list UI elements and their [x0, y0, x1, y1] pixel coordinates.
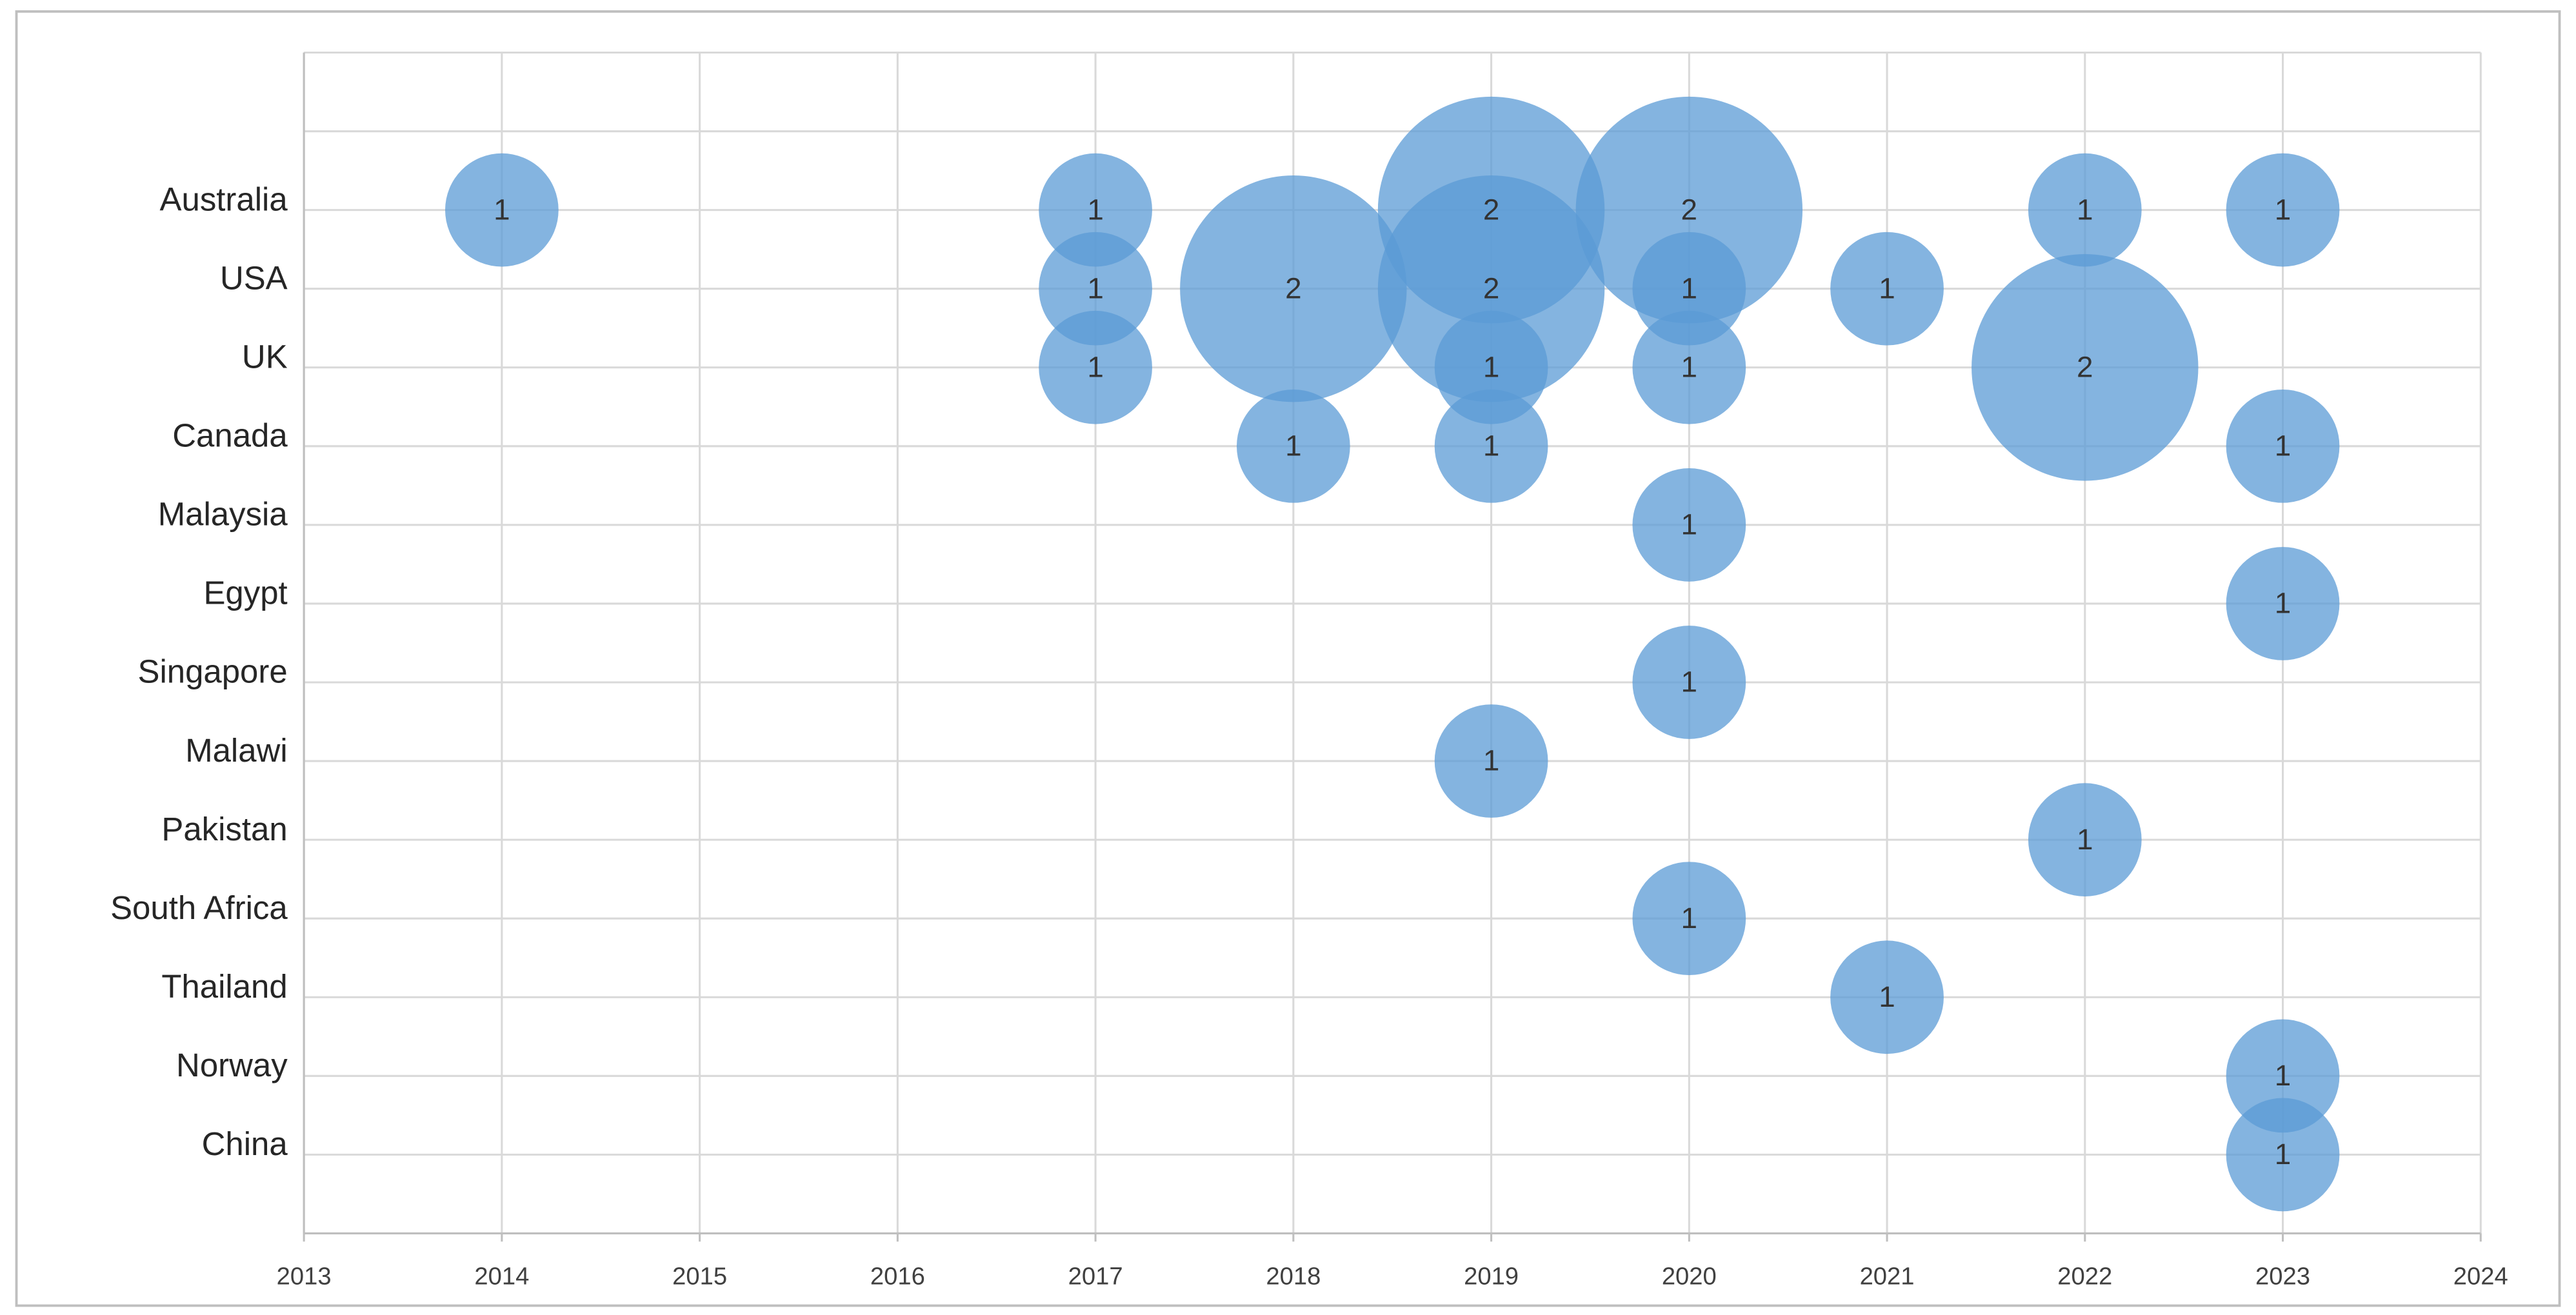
data-label: 1: [1681, 666, 1698, 698]
bubble: [1632, 310, 1746, 424]
bubble: [445, 153, 559, 267]
y-tick-label: Egypt: [203, 575, 287, 611]
y-tick-label: Canada: [172, 417, 288, 454]
x-tick-label: 2013: [277, 1262, 332, 1290]
data-label: 2: [1681, 193, 1698, 226]
x-tick-label: 2014: [474, 1262, 529, 1290]
y-tick-label: Thailand: [161, 968, 287, 1005]
bubble: [1180, 175, 1407, 402]
bubble: [1632, 232, 1746, 346]
data-label: 1: [2077, 193, 2093, 226]
data-label: 1: [1879, 980, 1895, 1013]
bubble: [1434, 704, 1548, 818]
x-tick-label: 2022: [2057, 1262, 2112, 1290]
x-tick-label: 2018: [1266, 1262, 1321, 1290]
data-label: 1: [1681, 508, 1698, 541]
data-label: 2: [1483, 272, 1500, 304]
data-label: 1: [1087, 350, 1104, 383]
bubble: [1830, 232, 1944, 346]
y-tick-label: Norway: [176, 1047, 288, 1083]
y-tick-label: South Africa: [110, 889, 288, 926]
data-label: 1: [1879, 272, 1895, 304]
bubble: [2226, 1098, 2340, 1212]
y-tick-label: China: [202, 1125, 288, 1162]
y-tick-label: UK: [242, 338, 288, 375]
y-tick-label: Malawi: [185, 732, 287, 769]
x-tick-label: 2021: [1860, 1262, 1915, 1290]
labels: 2013 2014 2015 2016 2017 2018 2019 2020 2021 2022…: [110, 181, 2508, 1290]
data-label: 1: [1087, 272, 1104, 304]
bubble: [1039, 232, 1152, 346]
x-tick-label: 2016: [870, 1262, 925, 1290]
x-tick-label: 2023: [2255, 1262, 2310, 1290]
data-label: 1: [1681, 350, 1698, 383]
data-label: 1: [2275, 193, 2291, 226]
data-label: 1: [494, 193, 510, 226]
data-label: 1: [2275, 429, 2291, 462]
bubble: [2028, 783, 2142, 896]
data-label: 1: [1483, 429, 1500, 462]
bubble: [1377, 175, 1605, 402]
y-tick-label: USA: [220, 259, 288, 296]
x-tick-label: 2019: [1464, 1262, 1519, 1290]
bubble: [1039, 153, 1152, 267]
bubble: [2226, 389, 2340, 503]
bubble: [1039, 310, 1152, 424]
bubble: [2226, 153, 2340, 267]
x-tick-label: 2024: [2453, 1262, 2508, 1290]
bubbles: [445, 96, 2340, 1212]
bubble: [1575, 96, 1803, 324]
data-label: 1: [2275, 1059, 2291, 1092]
bubble: [1632, 626, 1746, 739]
data-label: 2: [1483, 193, 1500, 226]
data-label: 1: [1681, 272, 1698, 304]
y-tick-label: Malaysia: [158, 496, 288, 533]
y-tick-label: Pakistan: [161, 811, 287, 847]
data-label: 1: [1285, 429, 1302, 462]
data-label: 1: [1483, 350, 1500, 383]
bubble: [1434, 310, 1548, 424]
data-label: 1: [1681, 902, 1698, 934]
data-label: 1: [2275, 1138, 2291, 1171]
bubble: [1972, 254, 2199, 481]
data-label: 1: [1087, 193, 1104, 226]
bubble: [2226, 1019, 2340, 1133]
bubble: [1632, 468, 1746, 582]
y-tick-label: Singapore: [137, 653, 287, 690]
x-tick-label: 2015: [672, 1262, 727, 1290]
data-label: 1: [2275, 587, 2291, 620]
data-label: 2: [2077, 350, 2093, 383]
y-tick-label: Australia: [160, 181, 288, 217]
bubble: [2226, 547, 2340, 660]
bubble: [1830, 940, 1944, 1054]
bubble: [1632, 862, 1746, 976]
bubble: [2028, 153, 2142, 267]
data-label: 1: [1483, 744, 1500, 777]
x-tick-label: 2017: [1068, 1262, 1123, 1290]
x-tick-label: 2020: [1662, 1262, 1717, 1290]
bubble: [1236, 389, 1350, 503]
data-label: 1: [2077, 823, 2093, 856]
data-label: 2: [1285, 272, 1302, 304]
bubble: [1434, 389, 1548, 503]
